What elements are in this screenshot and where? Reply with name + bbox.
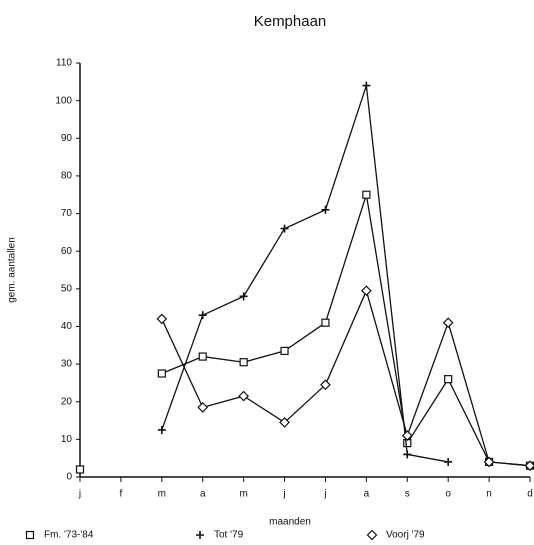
legend-marker [366, 529, 378, 541]
x-tick-label: j [323, 489, 326, 500]
point [320, 379, 331, 391]
point [198, 311, 207, 320]
x-tick-label: o [445, 489, 451, 500]
x-tick-label: n [486, 489, 492, 500]
y-tick-label: 60 [61, 246, 73, 257]
point [157, 369, 166, 378]
point [280, 346, 289, 356]
point [401, 430, 413, 441]
point [444, 375, 453, 384]
point [197, 402, 209, 413]
legend-label: Voorj '79 [386, 530, 425, 541]
x-tick-label: m [158, 489, 166, 500]
point [239, 292, 248, 301]
point [524, 460, 534, 472]
point [321, 205, 330, 214]
point [280, 224, 289, 233]
point [198, 352, 207, 361]
point [444, 457, 453, 466]
x-tick-label: m [239, 489, 247, 500]
x-tick-label: a [200, 489, 206, 500]
x-tick-label: j [78, 489, 81, 500]
series-line [161, 288, 531, 467]
legend-label: Fm. '73-'84 [44, 530, 94, 541]
y-tick-label: 90 [61, 133, 73, 144]
series-line [161, 85, 449, 463]
legend-marker [196, 531, 204, 539]
y-tick-label: 70 [61, 208, 73, 219]
point [321, 318, 330, 327]
x-tick-label: a [364, 489, 370, 500]
y-tick-label: 40 [61, 321, 73, 332]
x-tick-label: f [120, 489, 123, 500]
x-tick-label: d [527, 489, 533, 500]
y-axis-label: gem. aantallen [7, 237, 18, 303]
point [279, 417, 290, 428]
y-tick-label: 110 [56, 58, 72, 69]
point [403, 450, 412, 459]
point [75, 465, 85, 474]
legend-label: Tot '79 [214, 530, 244, 541]
y-tick-label: 100 [55, 95, 72, 106]
y-tick-label: 80 [61, 171, 73, 182]
legend-marker [25, 530, 35, 540]
point [362, 81, 371, 90]
y-tick-label: 30 [61, 359, 73, 370]
x-axis-label: maanden [269, 517, 311, 528]
point [156, 313, 168, 325]
point [442, 317, 454, 329]
y-tick-label: 10 [61, 434, 73, 445]
point [239, 358, 248, 367]
y-tick-label: 20 [61, 396, 73, 407]
point [361, 285, 372, 297]
point [483, 456, 495, 468]
point [238, 390, 249, 402]
y-tick-label: 50 [61, 283, 73, 294]
chart-title: Kemphaan [254, 13, 327, 30]
point [362, 190, 371, 199]
y-tick-label: 0 [66, 472, 72, 483]
x-tick-label: j [282, 489, 285, 500]
series-line [161, 194, 531, 467]
point [157, 425, 166, 434]
x-tick-label: s [405, 489, 410, 500]
